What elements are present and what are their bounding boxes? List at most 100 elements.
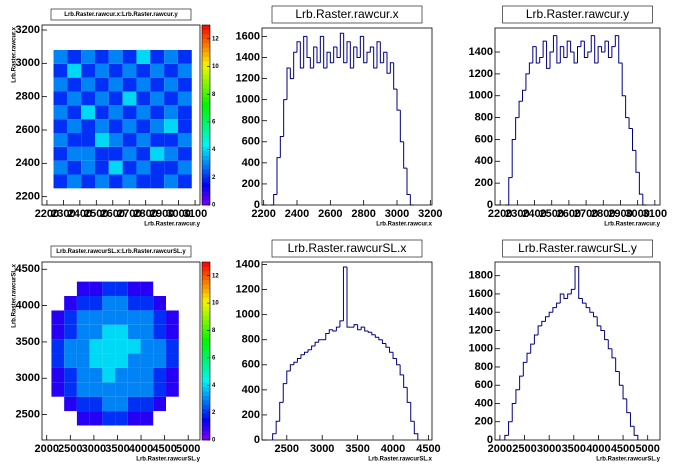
- chart-title: Lrb.Raster.rawcur.x:Lrb.Raster.rawcur.y: [64, 12, 178, 18]
- histogram-bin: [638, 172, 643, 195]
- histogram-bin: [541, 320, 546, 326]
- histogram-bin: [333, 46, 337, 63]
- heatmap-cell: [136, 50, 151, 64]
- heatmap-cell: [81, 63, 95, 78]
- x-tick-label: 2800: [133, 208, 157, 220]
- histogram-bin: [570, 288, 576, 294]
- histogram-bin: [508, 177, 513, 205]
- heatmap-cell: [122, 146, 137, 161]
- histogram-bin: [346, 267, 351, 328]
- histogram-bin: [326, 51, 331, 69]
- palette-step: [202, 196, 210, 201]
- palette-step: [202, 351, 210, 356]
- histogram-bin: [508, 421, 513, 436]
- heatmap-cell: [89, 411, 103, 426]
- histogram-bin: [587, 51, 592, 58]
- palette-step: [202, 191, 210, 197]
- heatmap-cell: [108, 160, 123, 175]
- palette-step: [202, 382, 210, 387]
- heatmap-cell: [102, 411, 116, 426]
- palette-frame: [201, 261, 211, 441]
- heatmap-cell: [153, 296, 167, 311]
- heatmap-cell: [115, 367, 128, 383]
- heatmap-cell: [150, 174, 165, 189]
- heatmap-cell: [153, 411, 167, 426]
- heatmap-cell: [136, 160, 151, 175]
- histogram-bin: [559, 293, 564, 304]
- x-tick-label: 3000: [310, 443, 334, 455]
- palette-tick-label: 4: [212, 147, 216, 153]
- x-tick-label: 2700: [117, 208, 141, 220]
- histogram-bin: [596, 316, 601, 327]
- chart-title: Lrb.Raster.rawcur.x: [295, 7, 398, 21]
- heatmap-cell: [89, 281, 103, 297]
- histogram-bin: [614, 35, 619, 47]
- histogram-bin: [332, 329, 337, 332]
- heatmap-cell: [102, 396, 116, 412]
- histogram-bin: [359, 35, 364, 58]
- heatmap-cell: [115, 411, 128, 426]
- palette-step: [202, 142, 210, 147]
- y-tick-label: 400: [242, 157, 260, 169]
- y-tick-label: 200: [475, 416, 493, 428]
- histogram-bin: [537, 325, 542, 336]
- histogram-bin: [303, 35, 307, 69]
- y-tick-label: 800: [242, 334, 260, 346]
- x-tick-label: 3200: [418, 208, 442, 220]
- palette-step: [202, 417, 210, 423]
- heatmap-cell: [115, 382, 128, 397]
- heatmap-cell: [108, 105, 123, 120]
- palette-step: [202, 128, 210, 134]
- histogram-bin: [396, 89, 401, 111]
- x-tick-label: 3000: [537, 443, 561, 455]
- heatmap-cell: [102, 353, 116, 368]
- histogram-bin: [410, 402, 415, 422]
- histogram-bin: [282, 383, 287, 403]
- palette-step: [202, 160, 210, 165]
- histogram-bin: [559, 46, 564, 63]
- heatmap-cell: [64, 296, 77, 311]
- heatmap-cell: [122, 50, 137, 64]
- histogram-bin: [515, 389, 520, 404]
- histogram-bin: [578, 266, 583, 300]
- y-tick-label: 3500: [16, 336, 40, 348]
- plot-frame: [261, 261, 433, 441]
- palette-step: [202, 74, 210, 80]
- heatmap-cell: [76, 339, 90, 354]
- histogram-bin: [343, 33, 347, 64]
- palette-tick-label: 2: [212, 175, 216, 181]
- chart-title: Lrb.Raster.rawcurSL.y: [518, 241, 637, 255]
- heatmap-cell: [94, 160, 109, 175]
- heatmap-cell: [164, 91, 178, 106]
- palette-step: [202, 284, 210, 289]
- y-tick-label: 1200: [469, 324, 493, 336]
- histogram-bin: [342, 266, 347, 321]
- heatmap-cell: [108, 91, 123, 106]
- x-tick-label: 4000: [381, 443, 405, 455]
- histogram-bin: [363, 36, 367, 64]
- palette-step: [202, 137, 210, 143]
- histogram-bin: [622, 385, 627, 400]
- histogram-bin: [346, 41, 351, 63]
- heatmap-cell: [102, 382, 116, 397]
- x-tick-label: 2200: [488, 208, 512, 220]
- histogram-bin: [328, 329, 333, 334]
- heatmap-cell: [150, 119, 165, 133]
- histogram-bin: [585, 303, 590, 309]
- heatmap-cell: [136, 146, 151, 161]
- heatmap-cell: [140, 411, 154, 426]
- palette-step: [202, 38, 210, 44]
- heatmap-cell: [153, 324, 167, 340]
- histogram-bin: [552, 35, 557, 53]
- y-tick-label: 4500: [16, 263, 40, 275]
- heatmap-cell: [166, 339, 179, 354]
- palette-step: [202, 52, 210, 57]
- histogram-bin: [590, 35, 595, 53]
- histogram-bin: [556, 35, 561, 64]
- palette-step: [202, 187, 210, 192]
- x-tick-label: 2600: [318, 208, 342, 220]
- x-tick-label: 2200: [35, 208, 59, 220]
- palette-step: [202, 279, 210, 285]
- histogram-bin: [307, 349, 312, 353]
